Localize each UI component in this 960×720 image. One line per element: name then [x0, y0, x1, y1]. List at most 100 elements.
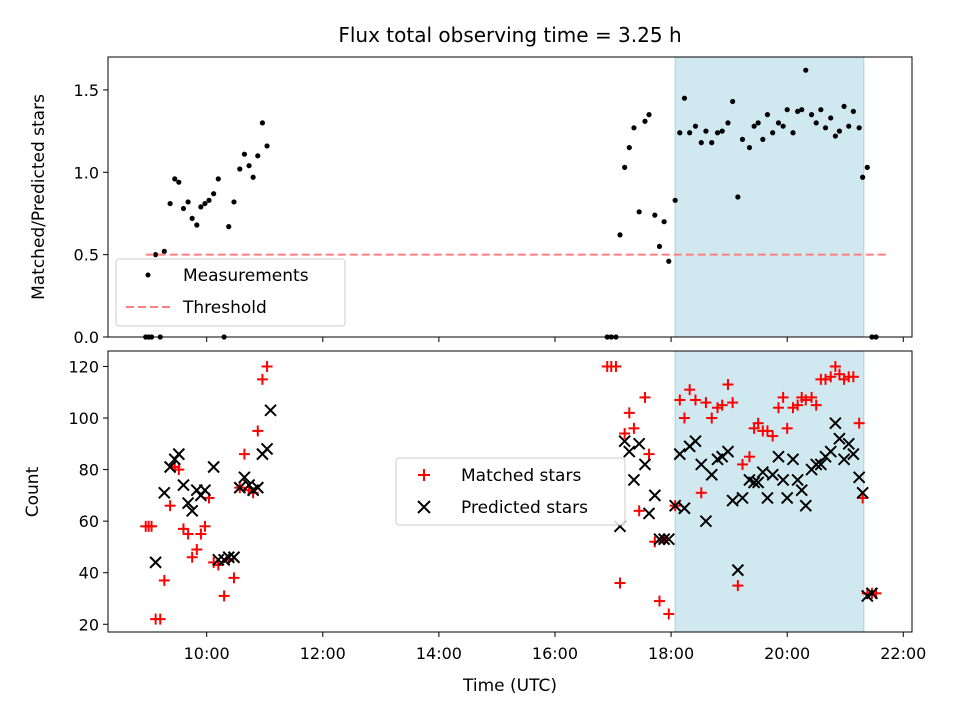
y-tick-label: 120: [68, 357, 99, 376]
measurement-point: [828, 115, 834, 121]
matched-stars-point: [847, 371, 859, 383]
matched-stars-point: [614, 577, 626, 589]
predicted-stars-point: [726, 494, 739, 507]
predicted-stars-point: [814, 458, 828, 471]
predicted-stars-point: [207, 460, 220, 474]
matched-stars-point: [700, 397, 712, 409]
measurement-point: [237, 166, 243, 172]
measurement-point: [856, 125, 862, 131]
measurement-point: [714, 130, 721, 136]
measurement-point: [661, 219, 667, 225]
y-tick-label: 40: [79, 564, 99, 583]
measurement-point: [681, 95, 688, 101]
predicted-stars-point: [833, 432, 846, 445]
matched-stars-point: [736, 458, 748, 470]
measurement-point: [719, 128, 725, 134]
legend-measurements-marker: [145, 272, 151, 278]
matched-stars-point: [186, 551, 198, 563]
x-tick-label: 22:00: [880, 644, 926, 663]
measurement-point: [677, 130, 683, 136]
measurement-point: [656, 243, 663, 250]
count-panel: 20 40 60 80 100 120 10:00 12:00 14:00 16:00 18:00…: [23, 350, 926, 696]
predicted-stars-point: [756, 465, 770, 479]
matched-stars-point: [649, 536, 661, 548]
matched-stars-point: [158, 574, 170, 586]
matched-stars-point: [761, 425, 773, 437]
measurement-point: [725, 120, 731, 126]
matched-stars-point: [191, 544, 203, 556]
legend-predicted-label: Predicted stars: [461, 498, 588, 518]
measurement-point: [264, 143, 270, 149]
measurement-point: [636, 209, 642, 215]
predicted-stars-point: [699, 514, 713, 528]
matched-stars-point: [727, 397, 739, 409]
x-axis-label: Time (UTC): [462, 676, 557, 696]
matched-stars-point: [173, 464, 185, 476]
predicted-stars-point: [163, 460, 177, 474]
predicted-stars-point: [673, 447, 687, 461]
measurement-point: [617, 232, 623, 238]
measurement-point: [799, 107, 805, 113]
matched-stars-point: [628, 422, 640, 434]
measurement-point: [672, 197, 678, 203]
matched-stars-point: [252, 425, 264, 437]
measurement-point: [246, 163, 252, 169]
count-panel-data: [140, 360, 882, 625]
ratio-panel: 0.0 0.5 1.0 1.5 Matched/Predicted stars Mea…: [29, 56, 913, 347]
matched-stars-point: [857, 492, 869, 504]
measurement-point: [255, 153, 261, 159]
predicted-stars-point: [751, 476, 765, 489]
y-tick-label: 100: [68, 409, 99, 428]
predicted-stars-point: [772, 450, 785, 463]
count-panel-ylabel: Count: [23, 466, 43, 517]
measurement-point: [226, 224, 232, 230]
predicted-stars-point: [721, 445, 735, 458]
predicted-stars-point: [766, 468, 779, 481]
ratio-panel-highlight-span: [674, 56, 865, 338]
measurement-point: [813, 120, 819, 126]
measurement-point: [822, 125, 829, 131]
measurement-point: [652, 212, 658, 218]
matched-stars-point: [195, 528, 207, 540]
matched-stars-point: [164, 500, 176, 512]
predicted-stars-point: [264, 404, 277, 417]
legend-matched-label: Matched stars: [461, 466, 581, 486]
measurement-point: [790, 130, 796, 136]
legend-measurements-label: Measurements: [183, 266, 309, 286]
matched-stars-point: [689, 394, 701, 406]
predicted-stars-point: [786, 453, 800, 466]
ratio-panel-ylabel: Matched/Predicted stars: [29, 94, 49, 300]
measurement-point: [739, 136, 746, 142]
matched-stars-point: [752, 417, 764, 429]
matched-stars-point: [639, 391, 651, 403]
y-tick-label: 0.0: [74, 328, 99, 347]
predicted-stars-point: [865, 587, 879, 600]
measurement-point: [180, 205, 187, 212]
matched-stars-point: [678, 412, 690, 424]
predicted-stars-point: [780, 491, 794, 505]
predicted-stars-point: [172, 447, 186, 461]
predicted-stars-point: [618, 435, 631, 448]
matched-stars-point: [256, 373, 268, 385]
predicted-stars-point: [795, 484, 808, 497]
measurement-point: [215, 176, 221, 182]
count-panel-legend-box: [395, 457, 626, 526]
count-panel-y-ticks: 20 40 60 80 100 120: [68, 357, 108, 634]
measurement-point: [211, 191, 217, 197]
measurement-point: [846, 123, 852, 129]
matched-stars-point: [777, 391, 789, 403]
predicted-stars-point: [776, 473, 790, 487]
measurement-point: [259, 120, 266, 126]
predicted-stars-point: [678, 502, 691, 515]
matched-stars-point: [810, 399, 822, 411]
predicted-stars-point: [695, 458, 708, 471]
matched-stars-point: [228, 572, 240, 584]
ratio-panel-legend-box: [115, 258, 346, 327]
predicted-stars-point: [810, 458, 823, 471]
predicted-stars-point: [251, 481, 264, 494]
matched-stars-point: [706, 412, 718, 424]
matched-stars-point: [674, 394, 686, 406]
measurement-point: [185, 199, 191, 205]
measurement-point: [780, 123, 786, 129]
measurement-point: [206, 197, 212, 203]
